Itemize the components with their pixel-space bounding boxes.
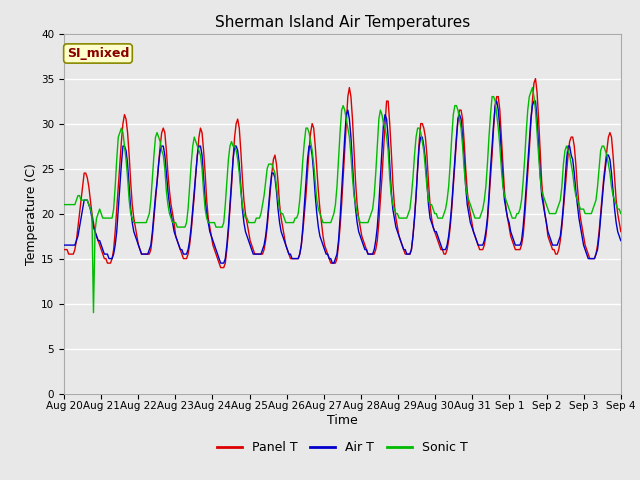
Sonic T	[130, 220, 138, 226]
Panel T	[217, 264, 225, 270]
Panel T	[589, 256, 596, 262]
Air T	[217, 260, 225, 266]
Sonic T	[228, 139, 236, 144]
Sonic T	[246, 220, 254, 226]
Sonic T	[617, 211, 625, 216]
Y-axis label: Temperature (C): Temperature (C)	[25, 163, 38, 264]
Air T	[129, 220, 136, 226]
Air T	[617, 238, 625, 243]
Sonic T	[305, 130, 313, 135]
Line: Panel T: Panel T	[64, 79, 621, 267]
Air T	[589, 256, 596, 262]
Sonic T	[90, 310, 97, 315]
Line: Air T: Air T	[64, 101, 621, 263]
Air T	[246, 242, 254, 248]
Panel T	[228, 184, 236, 190]
Panel T	[246, 238, 254, 243]
Title: Sherman Island Air Temperatures: Sherman Island Air Temperatures	[215, 15, 470, 30]
Air T	[305, 143, 313, 149]
Panel T	[305, 148, 313, 154]
Panel T	[129, 202, 136, 207]
Sonic T	[255, 215, 263, 221]
Panel T	[532, 76, 540, 82]
Panel T	[617, 228, 625, 234]
Sonic T	[529, 84, 536, 90]
Panel T	[60, 247, 68, 252]
Sonic T	[589, 206, 596, 212]
Air T	[255, 251, 263, 257]
Air T	[60, 242, 68, 248]
Air T	[228, 179, 236, 185]
Legend: Panel T, Air T, Sonic T: Panel T, Air T, Sonic T	[212, 436, 472, 459]
Text: SI_mixed: SI_mixed	[67, 47, 129, 60]
Air T	[493, 98, 500, 104]
Sonic T	[60, 202, 68, 207]
Panel T	[255, 251, 263, 257]
X-axis label: Time: Time	[327, 414, 358, 427]
Line: Sonic T: Sonic T	[64, 87, 621, 312]
